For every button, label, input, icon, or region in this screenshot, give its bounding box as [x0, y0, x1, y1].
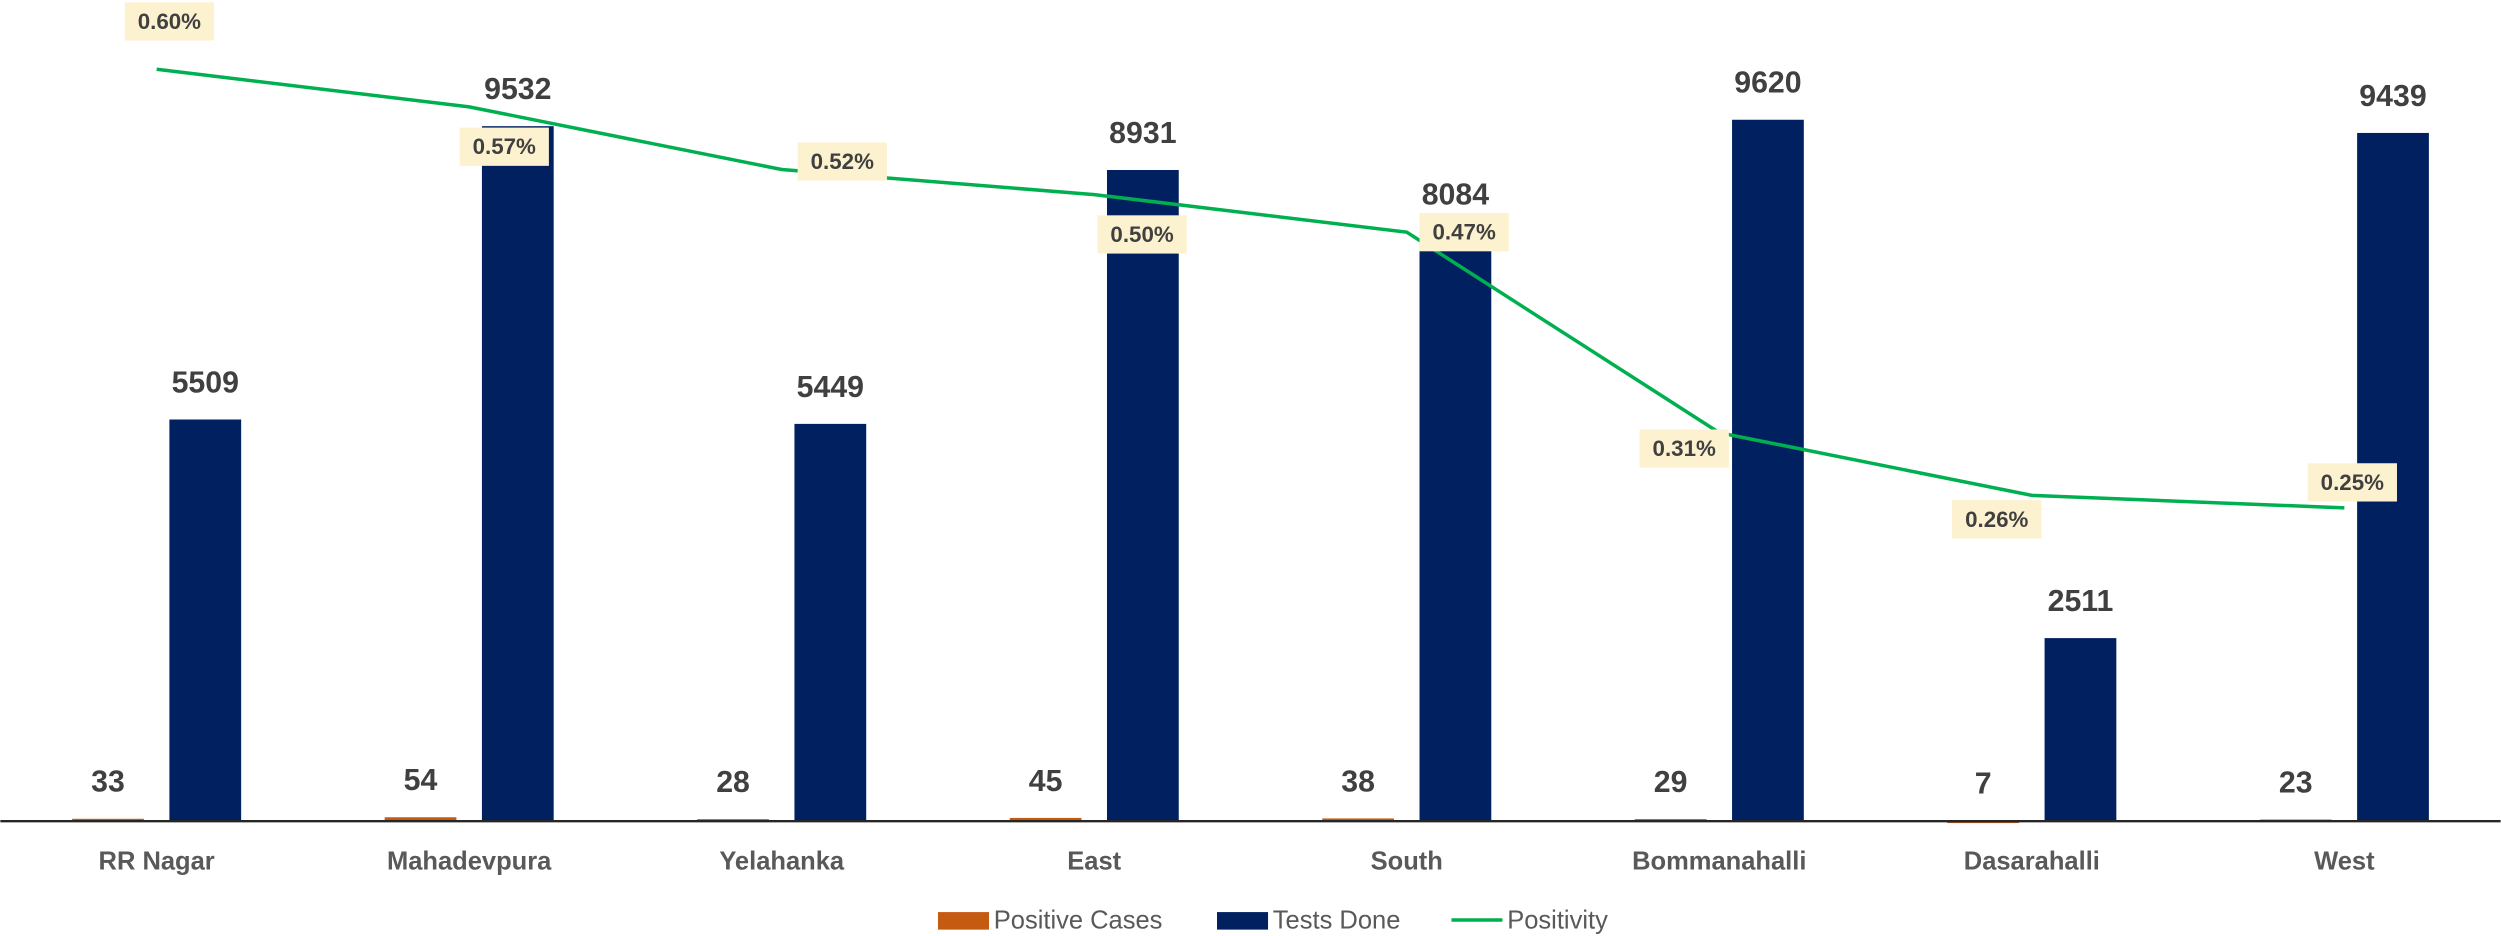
data-label: 0.26%: [1965, 507, 2028, 532]
bar: [1106, 169, 1179, 822]
data-label-box: [1097, 215, 1187, 254]
data-label: 0.50%: [1110, 222, 1173, 247]
x-tick-label: Mahadevpura: [387, 847, 552, 875]
data-label-box: [1639, 429, 1729, 468]
data-label: 38: [1341, 765, 1375, 798]
bar: [72, 818, 144, 822]
legend-label: Tests Done: [1273, 906, 1401, 934]
x-tick-label: East: [1067, 847, 1121, 875]
bar: [169, 419, 242, 822]
x-tick-label: Dasarahalli: [1964, 847, 2100, 875]
bar: [1322, 818, 1395, 822]
data-label-box: [124, 2, 215, 41]
legend-label: Positivity: [1507, 906, 1608, 934]
data-label: 9620: [1734, 67, 1801, 100]
data-label: 7: [1975, 768, 1992, 801]
data-label-box: [797, 142, 887, 181]
data-label: 2511: [2048, 585, 2114, 618]
data-label-box: [459, 127, 549, 166]
data-label: 33: [91, 766, 125, 799]
data-label: 54: [404, 764, 438, 797]
x-tick-label: RR Nagar: [99, 847, 215, 875]
x-tick-label: Bommanahalli: [1632, 847, 1806, 875]
bar: [1009, 817, 1082, 822]
data-label: 5509: [172, 366, 239, 399]
data-label: 0.57%: [473, 134, 536, 159]
x-tick-label: West: [2314, 847, 2375, 875]
data-label: 8931: [1109, 117, 1176, 150]
bar: [2044, 638, 2117, 822]
data-label: 28: [716, 766, 750, 799]
bar: [384, 817, 457, 822]
data-label: 23: [2279, 766, 2313, 799]
legend-label: Positive Cases: [994, 906, 1163, 934]
data-label: 0.52%: [811, 149, 874, 174]
data-label: 0.25%: [2321, 470, 2384, 495]
bar: [1732, 119, 1804, 822]
data-label-box: [1419, 213, 1509, 252]
data-label: 8084: [1422, 179, 1490, 212]
bar: [481, 126, 554, 822]
bar: [1419, 231, 1492, 822]
data-label: 0.60%: [138, 9, 201, 34]
data-label: 29: [1654, 766, 1688, 799]
data-label-box: [1952, 500, 2042, 539]
bar: [794, 423, 867, 822]
data-label: 0.47%: [1433, 220, 1496, 245]
x-tick-label: Yelahanka: [719, 847, 845, 875]
data-label-box: [2307, 463, 2397, 502]
legend-swatch: [937, 912, 989, 930]
x-tick-label: South: [1371, 847, 1443, 875]
data-label: 45: [1029, 765, 1063, 798]
data-label: 9532: [484, 73, 551, 106]
data-label: 5449: [797, 371, 864, 404]
line: [156, 67, 2345, 510]
data-label: 9439: [2359, 80, 2426, 113]
legend-swatch: [1217, 912, 1269, 930]
data-label: 0.31%: [1653, 436, 1716, 461]
